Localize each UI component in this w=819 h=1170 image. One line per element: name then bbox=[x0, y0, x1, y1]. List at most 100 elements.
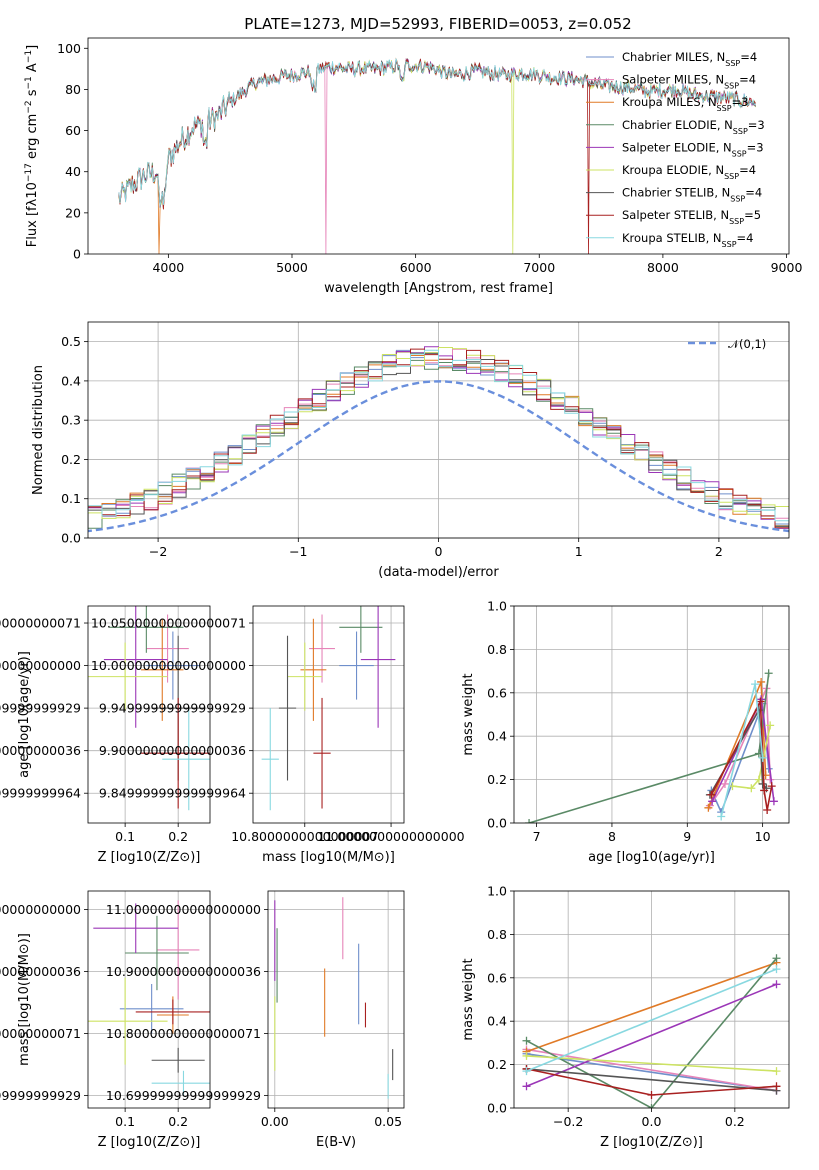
x-tick-label: 9 bbox=[683, 829, 691, 844]
y-tick-label: 9.94999999999999929 bbox=[0, 701, 81, 716]
y-tick-label: 10.69999999999999929 bbox=[0, 1088, 81, 1103]
age_vs_mass-frame bbox=[252, 605, 405, 824]
weight-marker bbox=[647, 1104, 656, 1108]
y-tick-label: 0.2 bbox=[61, 452, 81, 467]
y-tick-label: 20 bbox=[65, 205, 81, 220]
weight-marker bbox=[757, 677, 766, 686]
weight_vs_Z-axes: −0.2 0.0 0.2 0.0 0.2 0.4 0.6 0.8 1.0 Z [log10(Z/Z… bbox=[461, 884, 789, 1150]
y-tick-label: 0.5 bbox=[61, 334, 81, 349]
x-tick-label: 0.1 bbox=[115, 1114, 135, 1129]
weight-marker bbox=[704, 803, 713, 812]
y-tick-label: 11.00000000000000000 bbox=[106, 902, 261, 917]
y-tick-label: 0.8 bbox=[487, 927, 507, 942]
weight-marker bbox=[758, 753, 767, 762]
weight-marker bbox=[720, 779, 729, 788]
x-tick-label: 6000 bbox=[400, 260, 432, 275]
mass_vs_Z-frame bbox=[87, 890, 211, 1109]
residuals-frame bbox=[87, 321, 790, 539]
spectrum-frame bbox=[87, 37, 790, 255]
weight-series-line bbox=[526, 1048, 777, 1092]
legend-label: Kroupa STELIB, NSSP=4 bbox=[622, 231, 753, 249]
weight_vs_Z-lines bbox=[522, 954, 781, 1108]
x-tick-label: 0.2 bbox=[725, 1114, 745, 1129]
spectrum-legend: Chabrier MILES, NSSP=4 Salpeter MILES, NS… bbox=[586, 50, 765, 248]
figure-title: PLATE=1273, MJD=52993, FIBERID=0053, z=0… bbox=[244, 15, 631, 33]
mass_vs_Z-points bbox=[88, 900, 210, 1096]
y-tick-label: 0.2 bbox=[487, 772, 507, 787]
y-tick-label: 100 bbox=[57, 41, 81, 56]
x-tick-label: −2 bbox=[149, 544, 167, 559]
y-tick-label: 11.00000000000000000 bbox=[0, 902, 81, 917]
weight_vs_age-lines bbox=[525, 669, 778, 823]
y-tick-label: 10.80000000000000071 bbox=[0, 1026, 81, 1041]
weight-marker bbox=[772, 980, 781, 989]
y-tick-label: 0.3 bbox=[61, 413, 81, 428]
y-tick-label: 9.90000000000000036 bbox=[0, 743, 81, 758]
histogram-series bbox=[88, 351, 789, 527]
histogram-series bbox=[88, 348, 789, 529]
histogram-series bbox=[88, 349, 789, 522]
mass_vs_EBV-axes: 0.00 0.05 10.69999999999999929 10.800000000… bbox=[106, 891, 404, 1150]
weight-marker bbox=[707, 790, 716, 799]
legend-label: Chabrier STELIB, NSSP=4 bbox=[622, 186, 762, 204]
y-axis-label: Flux [fλ10−17 erg cm−2 s−1 A−1] bbox=[24, 45, 40, 247]
histogram-series bbox=[88, 346, 789, 529]
weight_vs_age-frame bbox=[513, 605, 790, 824]
y-tick-label: 9.84999999999999964 bbox=[99, 786, 246, 801]
weight-marker bbox=[708, 797, 717, 806]
y-axis-label: mass [log10(M/M⊙)] bbox=[17, 933, 32, 1066]
legend-label: Salpeter ELODIE, NSSP=3 bbox=[622, 140, 764, 158]
x-tick-label: 0.00 bbox=[261, 1114, 289, 1129]
x-axis-label: (data-model)/error bbox=[378, 565, 499, 580]
weight-marker bbox=[754, 775, 763, 784]
weight-marker bbox=[767, 782, 776, 791]
weight-series-line bbox=[526, 961, 777, 1053]
weight-marker bbox=[525, 819, 534, 823]
spectrum-lines bbox=[118, 57, 756, 254]
y-axis-label: mass weight bbox=[461, 958, 476, 1040]
weight-series-line bbox=[526, 968, 777, 1072]
y-tick-label: 0.0 bbox=[487, 1101, 507, 1116]
weight-marker bbox=[763, 805, 772, 814]
y-axis-label: mass weight bbox=[461, 673, 476, 755]
y-tick-label: 0.6 bbox=[487, 970, 507, 985]
spectrum-axes: 4000 5000 6000 7000 8000 9000 0 20 40 60 80 100 wave… bbox=[24, 41, 802, 296]
y-tick-label: 9.84999999999999964 bbox=[0, 786, 81, 801]
y-tick-label: 0.4 bbox=[487, 729, 507, 744]
weight-series-line bbox=[526, 1068, 777, 1092]
x-axis-label: E(B-V) bbox=[316, 1135, 356, 1150]
y-tick-label: 10.69999999999999929 bbox=[106, 1088, 261, 1103]
histogram-steps bbox=[88, 346, 789, 533]
x-tick-label: 9000 bbox=[771, 260, 803, 275]
x-tick-label: 8000 bbox=[647, 260, 679, 275]
x-tick-label: 0.2 bbox=[168, 1114, 188, 1129]
weight-marker bbox=[747, 784, 756, 793]
weight-series-line bbox=[526, 983, 777, 1088]
spectrum-series-line bbox=[118, 58, 756, 206]
weight-marker bbox=[717, 812, 726, 821]
legend-label: Salpeter STELIB, NSSP=5 bbox=[622, 208, 761, 226]
y-tick-label: 0.0 bbox=[61, 531, 81, 546]
x-axis-label: age [log10(age/yr)] bbox=[588, 850, 715, 865]
weight_vs_Z-frame bbox=[513, 890, 790, 1109]
weight-series-line bbox=[732, 725, 771, 790]
y-tick-label: 0.8 bbox=[487, 642, 507, 657]
y-tick-label: 9.90000000000000036 bbox=[99, 743, 246, 758]
weight-marker bbox=[772, 954, 781, 963]
weight-marker bbox=[760, 786, 769, 795]
legend-label: Chabrier ELODIE, NSSP=3 bbox=[622, 118, 765, 136]
x-tick-label: −1 bbox=[289, 544, 307, 559]
y-tick-label: 40 bbox=[65, 164, 81, 179]
legend-label: Kroupa MILES, NSSP=3 bbox=[622, 95, 748, 113]
x-tick-label: 0.1 bbox=[115, 829, 135, 844]
weight-series-line bbox=[526, 1055, 777, 1072]
y-tick-label: 1.0 bbox=[487, 884, 507, 899]
x-tick-label: 10 bbox=[755, 829, 771, 844]
weight-marker bbox=[772, 1067, 781, 1076]
weight-marker bbox=[751, 680, 760, 689]
age_vs_Z-points bbox=[88, 606, 210, 811]
y-tick-label: 0.4 bbox=[487, 1014, 507, 1029]
weight-marker bbox=[522, 1036, 531, 1045]
x-axis-label: wavelength [Angstrom, rest frame] bbox=[324, 281, 553, 296]
